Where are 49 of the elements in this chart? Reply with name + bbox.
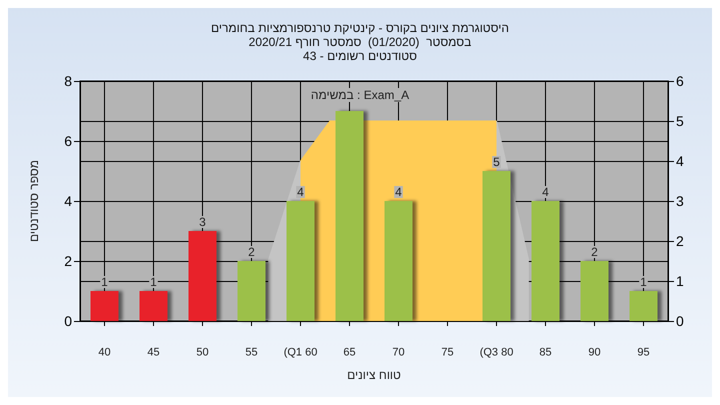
x-tick-label: 45 — [147, 346, 160, 358]
bar — [580, 261, 608, 321]
chart-subtitle: בסמסטר (01/2020) סמסטר חורף 2020/21 סטודנטים רשומים - 43 — [248, 35, 472, 63]
y-tick-label: 8 — [64, 73, 72, 89]
x-tick-label: 70 — [392, 346, 405, 358]
x-tick-label: 65 — [343, 346, 356, 358]
y2-tick-label: 1 — [676, 273, 684, 289]
x-tick-label: (Q3 80 — [480, 346, 514, 358]
y2-tick-label: 5 — [676, 113, 684, 129]
bar — [336, 111, 364, 321]
bar — [532, 201, 560, 321]
y2-tick-label: 4 — [676, 153, 684, 169]
y-tick-label: 6 — [64, 133, 72, 149]
x-tick-label: 85 — [539, 346, 552, 358]
y2-tick-label: 0 — [676, 313, 684, 329]
bar — [630, 291, 658, 321]
x-tick-label: 75 — [441, 346, 454, 358]
bar — [384, 201, 412, 321]
data-label: 2 — [248, 245, 256, 259]
y-tick-label: 0 — [64, 313, 72, 329]
x-tick-label: 90 — [588, 346, 601, 358]
data-label: 4 — [297, 185, 304, 199]
y2-tick-label: 6 — [676, 73, 684, 89]
bar — [238, 261, 266, 321]
bar — [140, 291, 168, 321]
x-tick-label: 50 — [196, 346, 209, 358]
y-axis-title: מספר סטודנטים — [27, 160, 41, 242]
data-label: 3 — [199, 215, 206, 229]
y2-tick-label: 2 — [676, 233, 684, 249]
bar — [286, 201, 314, 321]
x-tick-label: 55 — [245, 346, 258, 358]
annotation: במשימה : Exam_A — [310, 88, 410, 102]
x-tick-label: 95 — [637, 346, 650, 358]
x-tick-label: 40 — [98, 346, 111, 358]
data-label: 5 — [493, 155, 500, 169]
y-tick-label: 2 — [64, 253, 72, 269]
data-label: 2 — [591, 245, 598, 259]
y-tick-label: 4 — [64, 193, 72, 209]
data-label: 4 — [542, 185, 550, 199]
data-label: 1 — [101, 275, 108, 289]
x-tick-label: (Q1 60 — [284, 346, 318, 358]
data-label: 4 — [395, 185, 402, 199]
chart-title: היסטוגרמת ציונים בקורס - קינטיקת טרנספורמציות בחומרים — [211, 21, 509, 35]
x-axis-title: טווח ציונים — [347, 368, 402, 382]
bar — [90, 291, 118, 321]
y2-tick-label: 3 — [676, 193, 684, 209]
data-label: 1 — [150, 275, 158, 289]
bar — [188, 231, 216, 321]
data-label: 1 — [640, 275, 648, 289]
